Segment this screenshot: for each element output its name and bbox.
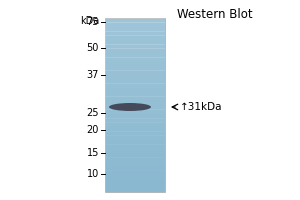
Bar (105, 170, 165, 175)
Bar (105, 66, 165, 71)
Bar (105, 140, 165, 145)
Ellipse shape (109, 103, 151, 111)
Text: 75: 75 (86, 17, 99, 27)
Bar (105, 122, 165, 127)
Bar (105, 79, 165, 84)
Text: 25: 25 (86, 108, 99, 118)
Bar (105, 144, 165, 149)
Bar (105, 35, 165, 40)
Text: 37: 37 (87, 70, 99, 80)
Bar (105, 96, 165, 101)
Bar (105, 179, 165, 184)
Bar (105, 18, 165, 192)
Bar (105, 70, 165, 75)
Bar (105, 62, 165, 66)
Bar (105, 57, 165, 62)
Bar (105, 118, 165, 123)
Bar (105, 105, 165, 110)
Bar (105, 44, 165, 49)
Bar (105, 22, 165, 27)
Bar (105, 83, 165, 88)
Text: 15: 15 (87, 148, 99, 158)
Bar (105, 127, 165, 132)
Bar (105, 157, 165, 162)
Bar (105, 131, 165, 136)
Text: 10: 10 (87, 169, 99, 179)
Text: 50: 50 (87, 43, 99, 53)
Text: 20: 20 (87, 125, 99, 135)
Bar (105, 92, 165, 97)
Bar (105, 148, 165, 153)
Text: ↑31kDa: ↑31kDa (180, 102, 223, 112)
Bar (105, 166, 165, 171)
Bar (105, 88, 165, 92)
Bar (105, 31, 165, 36)
Bar (105, 175, 165, 179)
Bar (105, 101, 165, 105)
Bar (105, 48, 165, 53)
Bar (105, 27, 165, 32)
Bar (105, 40, 165, 45)
Bar (105, 135, 165, 140)
Bar (105, 114, 165, 119)
Bar (105, 75, 165, 79)
Bar (105, 53, 165, 58)
Text: Western Blot: Western Blot (177, 8, 253, 21)
Text: kDa: kDa (80, 16, 99, 26)
Bar (105, 183, 165, 188)
Bar (105, 153, 165, 158)
Bar (105, 188, 165, 192)
Bar (105, 109, 165, 114)
Bar (105, 18, 165, 23)
Bar (105, 162, 165, 166)
